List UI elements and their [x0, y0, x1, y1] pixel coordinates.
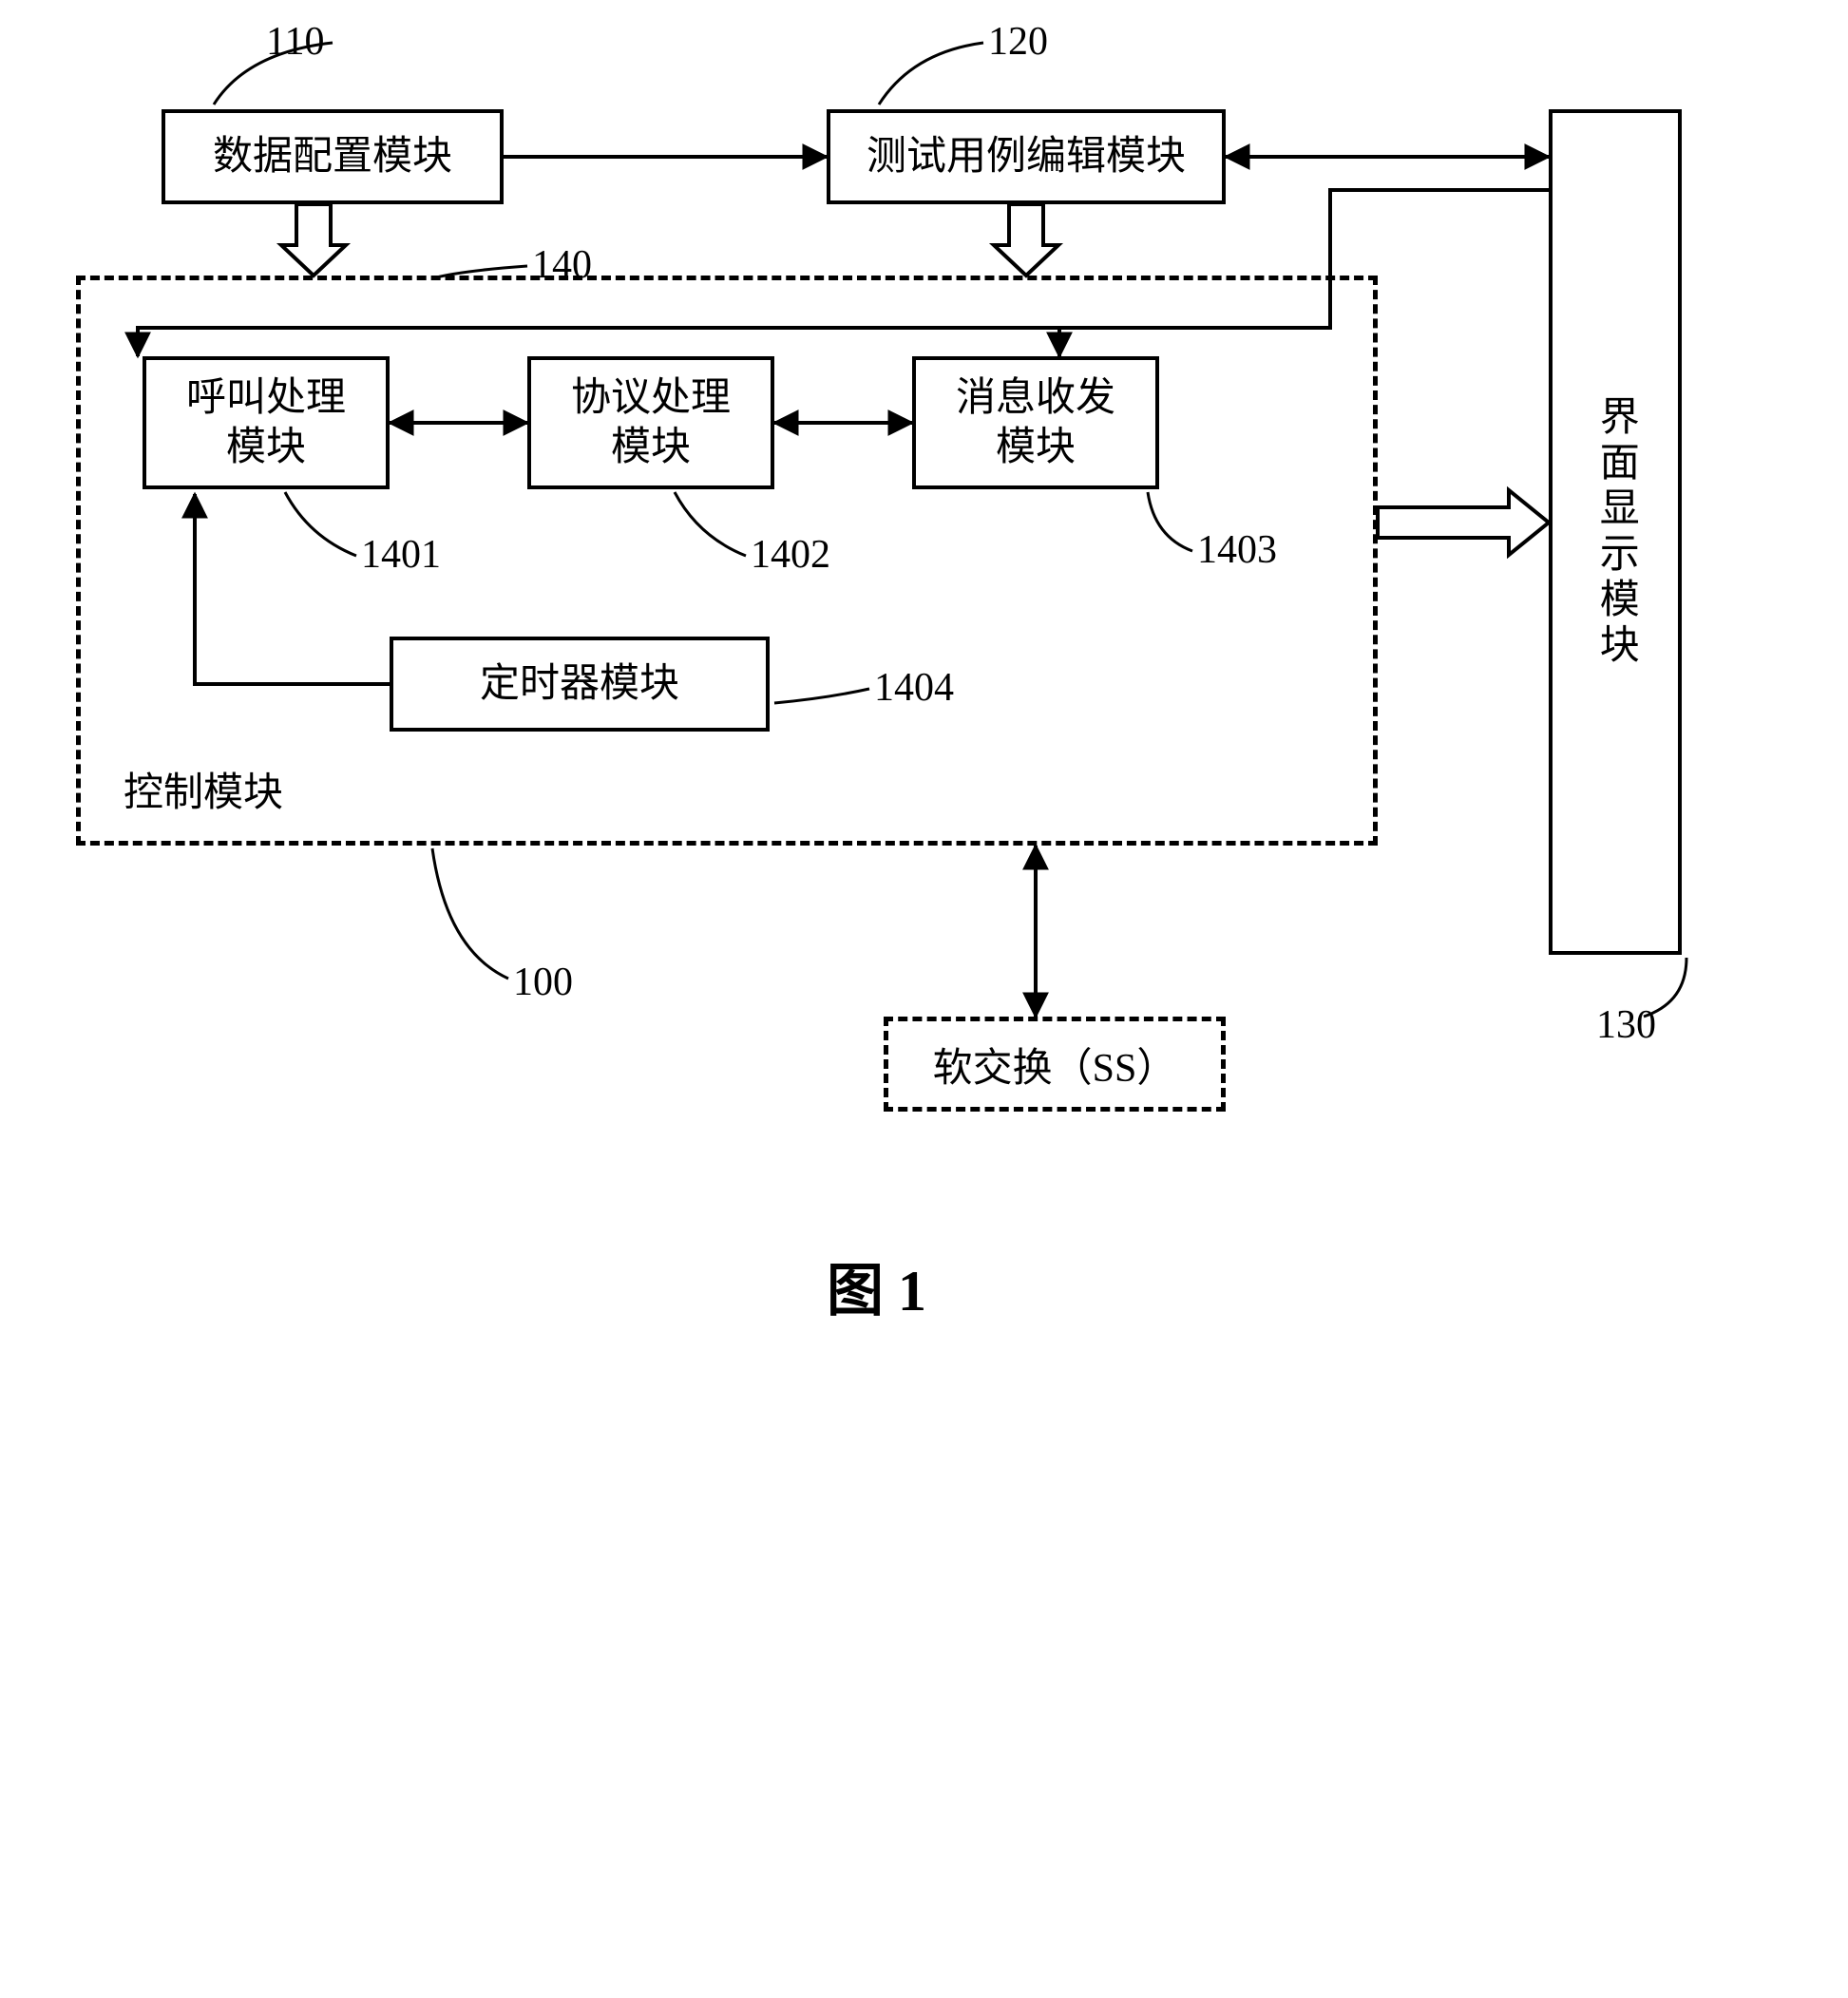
timer-box: 定时器模块: [390, 637, 770, 732]
ref-1401: 1401: [361, 532, 441, 578]
control-module-text: 控制模块: [124, 760, 283, 818]
hollow-arrow-right: [1378, 490, 1549, 555]
leader-120: [879, 43, 983, 105]
msg-txrx-label: 消息收发 模块: [956, 373, 1115, 473]
ref-120: 120: [988, 19, 1048, 65]
figure-caption: 图 1: [827, 1245, 926, 1327]
ui-display-label: 界面显示模块: [1591, 395, 1641, 669]
test-case-label: 测试用例编辑模块: [867, 132, 1186, 182]
ref-1403: 1403: [1197, 527, 1277, 573]
ui-display-box: 界面显示模块: [1549, 109, 1682, 955]
data-config-label: 数据配置模块: [213, 132, 452, 182]
proto-proc-label: 协议处理 模块: [571, 373, 731, 473]
call-proc-label: 呼叫处理 模块: [186, 373, 346, 473]
timer-label: 定时器模块: [480, 659, 679, 710]
softswitch-label: 软交换（SS）: [933, 1036, 1177, 1094]
call-proc-box: 呼叫处理 模块: [143, 356, 390, 489]
ref-130: 130: [1596, 1002, 1656, 1048]
hollow-arrow-down-2: [994, 204, 1058, 276]
proto-proc-box: 协议处理 模块: [527, 356, 774, 489]
ref-140: 140: [532, 242, 592, 288]
test-case-box: 测试用例编辑模块: [827, 109, 1226, 204]
diagram-canvas: 软交换（SS） 数据配置模块 测试用例编辑模块 界面显示模块 呼叫处理 模块 协…: [0, 0, 1848, 1998]
ref-100: 100: [513, 960, 573, 1005]
data-config-box: 数据配置模块: [162, 109, 504, 204]
msg-txrx-box: 消息收发 模块: [912, 356, 1159, 489]
ref-1402: 1402: [751, 532, 830, 578]
hollow-arrow-down-1: [281, 204, 346, 276]
ref-1404: 1404: [874, 665, 954, 711]
leader-100: [432, 848, 508, 979]
ref-110: 110: [266, 19, 324, 65]
softswitch-box: 软交换（SS）: [884, 1017, 1226, 1112]
